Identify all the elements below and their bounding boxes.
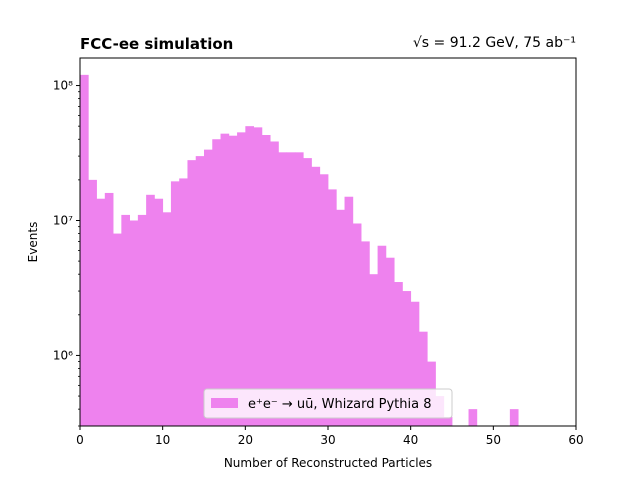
histogram-bar xyxy=(228,135,238,426)
histogram-bar xyxy=(162,212,172,426)
chart-title-left: FCC-ee simulation xyxy=(80,35,233,53)
x-axis-ticks: 0 10 20 30 40 50 60 xyxy=(76,426,584,447)
legend-box xyxy=(203,388,453,419)
histogram-bar xyxy=(121,214,130,426)
histogram-bar xyxy=(352,223,362,426)
histogram-bar xyxy=(204,149,213,426)
histogram-bars xyxy=(80,74,519,427)
histogram-bar xyxy=(220,133,230,426)
x-axis-label: Number of Reconstructed Particles xyxy=(224,456,432,470)
histogram-bar xyxy=(113,233,122,426)
histogram-bar xyxy=(245,126,254,426)
histogram-bar xyxy=(336,209,345,426)
histogram-bar xyxy=(468,409,478,426)
histogram-bar xyxy=(377,245,387,426)
histogram-bar xyxy=(187,160,197,426)
y-axis-label: Events xyxy=(26,222,40,263)
histogram-bar xyxy=(410,301,420,426)
x-tick-label: 20 xyxy=(238,433,253,447)
histogram-bar xyxy=(170,181,180,426)
histogram-bar xyxy=(385,257,395,426)
histogram-bar xyxy=(286,152,296,426)
chart-title-right: √s = 91.2 GeV, 75 ab⁻¹ xyxy=(413,35,576,51)
histogram-bar xyxy=(328,189,337,426)
histogram-bar xyxy=(80,74,89,426)
x-tick-label: 10 xyxy=(155,433,170,447)
histogram-bar xyxy=(270,141,279,426)
histogram-bar xyxy=(402,291,412,426)
histogram-bar xyxy=(311,166,321,426)
histogram-bar xyxy=(96,198,106,426)
histogram-bar xyxy=(443,416,453,426)
histogram-bar xyxy=(179,178,188,426)
histogram-bar xyxy=(319,174,329,426)
histogram-bar xyxy=(253,127,263,427)
histogram-bar xyxy=(237,132,246,426)
histogram-bar xyxy=(129,220,139,426)
legend-swatch xyxy=(211,398,238,408)
x-tick-label: 60 xyxy=(568,433,583,447)
histogram-bar xyxy=(104,192,114,426)
legend-label: e⁺e⁻ → uū, Whizard Pythia 8 xyxy=(248,397,431,412)
y-tick-label: 10⁶ xyxy=(53,348,73,362)
histogram-bar xyxy=(509,409,519,426)
histogram-bar xyxy=(394,282,403,426)
histogram-bar xyxy=(361,241,370,426)
histogram-bar xyxy=(369,274,378,426)
legend: e⁺e⁻ → uū, Whizard Pythia 8 xyxy=(203,388,453,419)
histogram-bar xyxy=(146,194,155,426)
histogram-bar xyxy=(344,196,354,426)
histogram-bar xyxy=(137,214,147,426)
x-tick-label: 50 xyxy=(486,433,501,447)
y-axis-ticks: 10⁶ 10⁷ 10⁸ xyxy=(53,79,80,427)
histogram-bar xyxy=(195,156,205,427)
y-tick-label: 10⁸ xyxy=(53,79,73,93)
histogram-bar xyxy=(303,158,312,426)
x-tick-label: 0 xyxy=(76,433,84,447)
histogram-bar xyxy=(154,198,164,426)
histogram-bar xyxy=(261,135,271,427)
x-tick-label: 30 xyxy=(320,433,335,447)
y-tick-label: 10⁷ xyxy=(53,213,73,227)
histogram-bar xyxy=(294,152,304,426)
histogram-bar xyxy=(278,152,288,426)
histogram-bar xyxy=(418,331,428,426)
histogram-bar xyxy=(212,139,221,426)
x-tick-label: 40 xyxy=(403,433,418,447)
histogram-bar xyxy=(88,179,97,426)
